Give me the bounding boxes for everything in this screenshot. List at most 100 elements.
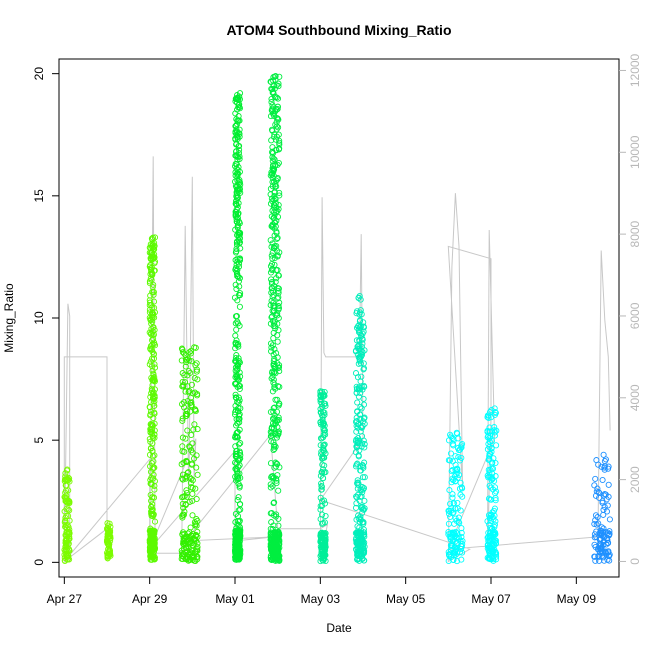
data-point (604, 539, 611, 546)
data-point (484, 518, 491, 525)
data-point (186, 348, 193, 356)
data-point (183, 359, 190, 366)
data-point (271, 404, 278, 411)
data-point (147, 554, 154, 561)
data-point (270, 291, 277, 299)
data-point (267, 510, 274, 517)
data-point (321, 533, 328, 540)
data-point (446, 510, 453, 517)
data-point (356, 356, 363, 363)
data-point (361, 533, 368, 540)
data-point (321, 545, 328, 552)
data-point (268, 432, 275, 440)
data-point (147, 480, 154, 487)
data-point (233, 193, 240, 200)
data-point (235, 129, 242, 136)
data-point (359, 503, 366, 510)
x-tick-label: Apr 27 (47, 592, 83, 606)
data-point (276, 299, 283, 306)
data-point (187, 550, 194, 557)
data-point (487, 466, 494, 473)
data-point (186, 529, 193, 536)
data-point (448, 541, 455, 548)
data-point (188, 347, 195, 354)
data-point (359, 336, 366, 343)
x-tick-label: May 03 (301, 592, 341, 606)
data-point (270, 168, 277, 175)
data-point (178, 547, 185, 554)
data-point (269, 539, 276, 546)
data-point (276, 192, 283, 199)
data-point (184, 372, 191, 379)
data-point (181, 379, 189, 386)
data-point (275, 522, 282, 529)
data-point (488, 437, 495, 444)
data-point (357, 493, 364, 500)
data-point (274, 424, 281, 431)
data-point (359, 330, 366, 337)
data-point (358, 443, 365, 450)
data-point (591, 553, 598, 560)
data-point (595, 553, 602, 560)
data-point (191, 519, 198, 526)
data-point (273, 544, 281, 551)
data-point (446, 487, 453, 494)
data-point (274, 103, 281, 110)
data-point (603, 551, 610, 558)
data-point (354, 399, 361, 406)
data-point (598, 524, 605, 531)
data-point (449, 458, 456, 465)
data-point (450, 500, 457, 507)
data-point (178, 461, 185, 468)
point-cluster (61, 466, 73, 565)
data-point (320, 442, 327, 449)
data-point (489, 486, 496, 493)
data-point (236, 462, 243, 469)
data-point (149, 422, 156, 429)
data-point (189, 490, 196, 497)
data-point (147, 476, 154, 484)
data-point (272, 223, 279, 230)
data-point (271, 73, 278, 80)
data-point (147, 536, 154, 543)
data-point (272, 513, 279, 520)
data-point (274, 234, 281, 241)
data-point (353, 414, 360, 421)
data-point (451, 473, 459, 480)
data-point (606, 528, 613, 535)
data-point (232, 432, 239, 439)
data-point (236, 130, 243, 137)
data-point (233, 245, 240, 253)
data-point (275, 487, 282, 494)
data-point (62, 532, 69, 539)
data-point (235, 494, 242, 501)
data-point (355, 329, 363, 336)
data-point (593, 488, 600, 495)
data-point (149, 510, 156, 517)
data-point (234, 223, 241, 230)
data-point (354, 437, 361, 444)
data-point (147, 346, 154, 353)
data-point (361, 414, 368, 421)
data-point (192, 344, 199, 351)
data-point (275, 131, 282, 138)
data-point (318, 483, 325, 490)
data-point (188, 475, 195, 482)
data-point (150, 291, 157, 298)
data-point (150, 458, 157, 465)
data-point (62, 547, 69, 555)
data-point (321, 530, 328, 537)
data-point (104, 537, 111, 544)
data-point (270, 415, 277, 422)
y-axis: 0 5 10 15 20 (32, 67, 59, 566)
data-point (601, 466, 608, 473)
data-point (489, 428, 496, 435)
data-point (492, 459, 499, 467)
data-point (318, 483, 325, 490)
data-point (606, 516, 613, 523)
data-point (274, 284, 281, 292)
data-point (61, 554, 68, 561)
data-point (486, 482, 493, 489)
data-point (180, 383, 187, 390)
data-point (591, 482, 598, 489)
